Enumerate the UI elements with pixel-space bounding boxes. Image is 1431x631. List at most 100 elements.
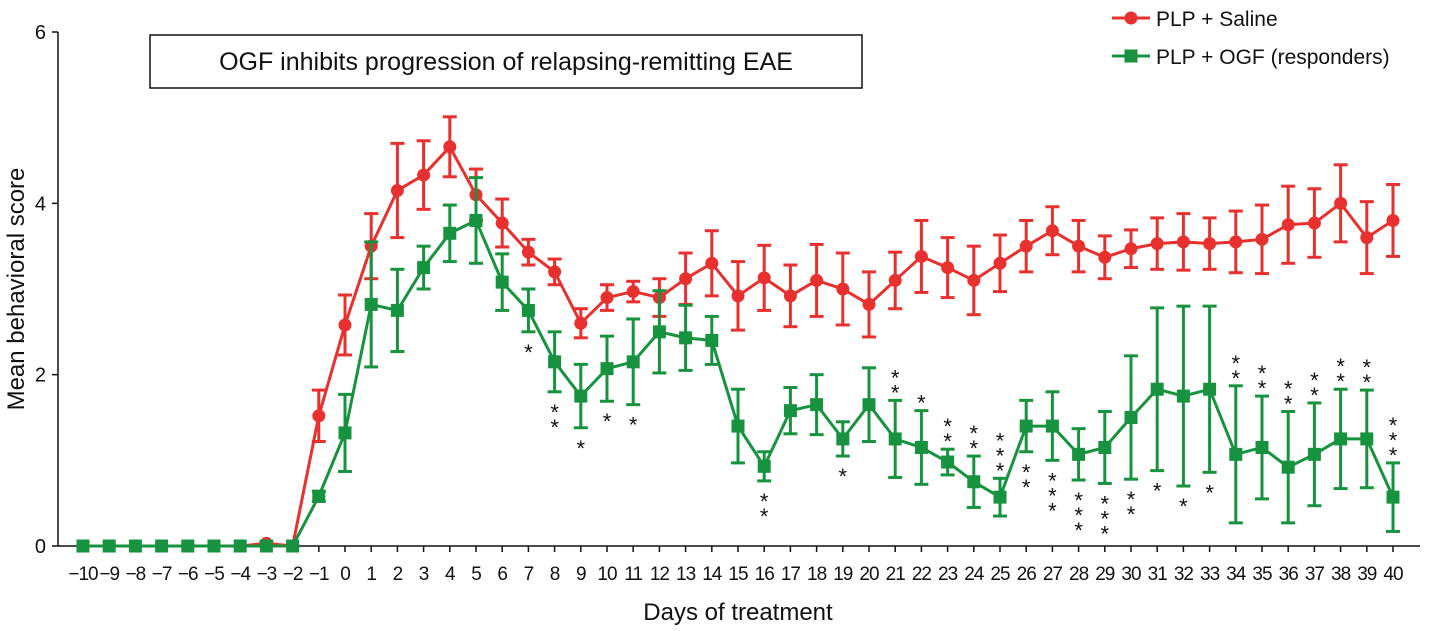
marker <box>810 398 824 412</box>
marker <box>1255 440 1269 454</box>
x-tick-label: −3 <box>257 564 277 585</box>
marker <box>1334 432 1348 446</box>
marker <box>600 291 614 305</box>
marker <box>1176 389 1190 403</box>
marker <box>993 256 1007 270</box>
marker <box>888 432 902 446</box>
x-tick-label: −9 <box>99 564 119 585</box>
marker <box>1124 411 1138 424</box>
marker <box>574 316 588 330</box>
legend-label: PLP + Saline <box>1156 8 1278 31</box>
x-tick-label: 23 <box>938 564 958 585</box>
x-tick-label: 37 <box>1305 564 1325 585</box>
x-tick-label: 15 <box>728 564 748 585</box>
marker <box>312 489 326 503</box>
marker <box>1203 382 1217 396</box>
marker <box>1281 460 1295 474</box>
x-tick-label: −1 <box>309 564 329 585</box>
x-tick-label: 1 <box>366 564 376 585</box>
marker <box>1386 490 1400 504</box>
marker <box>1307 447 1321 461</box>
marker <box>1045 224 1059 238</box>
x-tick-label: 30 <box>1121 564 1141 585</box>
marker <box>548 355 562 369</box>
significance-label: * * <box>1363 355 1372 395</box>
x-tick-label: −5 <box>204 564 224 585</box>
marker <box>469 213 483 227</box>
x-tick-label: 4 <box>445 564 456 585</box>
significance-label: * * <box>550 400 559 440</box>
significance-label: * <box>1153 479 1162 504</box>
marker <box>443 140 457 154</box>
significance-label: * <box>839 464 848 489</box>
significance-label: * * * <box>996 428 1005 483</box>
significance-label: * <box>524 340 533 365</box>
marker <box>1203 237 1217 251</box>
marker <box>705 333 719 347</box>
marker <box>233 539 247 553</box>
x-tick-label: −4 <box>230 564 251 585</box>
marker <box>1229 235 1243 249</box>
significance-label: * * * <box>1074 488 1083 543</box>
x-tick-label: 12 <box>650 564 670 585</box>
significance-label: * * * <box>1048 468 1057 523</box>
marker <box>836 282 850 296</box>
x-tick-label: −2 <box>283 564 303 585</box>
marker <box>259 539 273 553</box>
marker <box>1098 440 1112 454</box>
marker <box>810 273 824 287</box>
x-tick-label: 11 <box>624 564 642 585</box>
x-tick-label: 38 <box>1331 564 1351 585</box>
marker <box>207 539 221 553</box>
x-tick-label: 2 <box>393 564 403 585</box>
marker <box>862 398 876 412</box>
x-tick-label: 27 <box>1043 564 1063 585</box>
significance-label: * * <box>1232 351 1241 391</box>
marker <box>417 261 431 275</box>
x-tick-label: 18 <box>807 564 827 585</box>
marker <box>836 432 850 446</box>
marker <box>1072 239 1086 253</box>
marker <box>390 183 404 197</box>
marker <box>128 539 142 553</box>
marker <box>941 261 955 275</box>
marker <box>338 426 352 440</box>
marker <box>1255 232 1269 246</box>
marker <box>1281 218 1295 232</box>
significance-label: * * * <box>1101 491 1110 546</box>
marker <box>862 297 876 311</box>
marker <box>1360 231 1374 245</box>
marker <box>626 355 640 369</box>
x-tick-label: 16 <box>755 564 775 585</box>
significance-label: * * <box>1284 377 1293 417</box>
x-tick-label: 40 <box>1383 564 1403 585</box>
marker <box>1229 447 1243 461</box>
x-tick-label: 21 <box>886 564 906 585</box>
marker <box>155 539 169 553</box>
marker <box>312 409 326 423</box>
x-tick-label: 6 <box>497 564 507 585</box>
marker <box>993 490 1007 504</box>
x-tick-label: 5 <box>471 564 481 585</box>
x-tick-label: −10 <box>68 564 98 585</box>
significance-label: * * <box>1258 361 1267 401</box>
y-tick-label: 6 <box>35 22 46 44</box>
y-tick-label: 0 <box>35 536 46 558</box>
marker <box>521 303 535 317</box>
x-tick-label: 9 <box>576 564 586 585</box>
y-axis-label: Mean behavioral score <box>3 168 30 411</box>
marker <box>679 331 693 345</box>
significance-label: * * <box>943 414 952 454</box>
significance-label: * <box>917 391 926 416</box>
x-tick-label: 13 <box>676 564 696 585</box>
marker <box>521 245 535 259</box>
marker <box>941 455 955 469</box>
x-tick-label: 28 <box>1069 564 1089 585</box>
marker <box>548 265 562 279</box>
x-tick-label: 24 <box>964 564 985 585</box>
x-tick-label: −7 <box>152 564 172 585</box>
marker <box>1360 432 1374 446</box>
marker <box>626 285 640 299</box>
series <box>76 176 1400 553</box>
